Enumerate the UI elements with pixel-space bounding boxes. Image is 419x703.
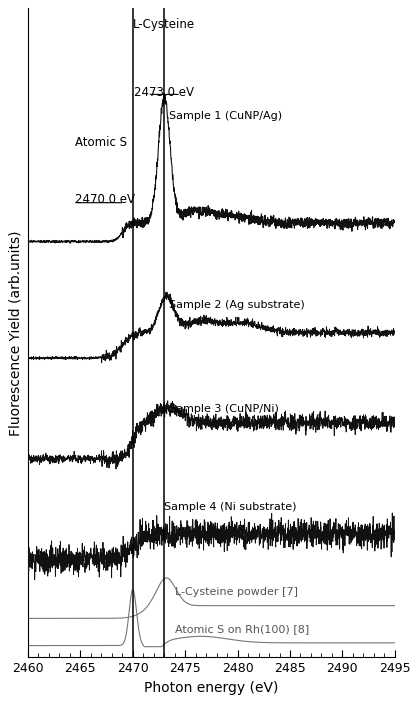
Text: Atomic S: Atomic S bbox=[75, 136, 127, 149]
Text: Sample 3 (CuNP/Ni): Sample 3 (CuNP/Ni) bbox=[169, 404, 279, 414]
Text: Sample 4 (Ni substrate): Sample 4 (Ni substrate) bbox=[164, 502, 297, 512]
Y-axis label: Fluorescence Yield (arb.units): Fluorescence Yield (arb.units) bbox=[8, 230, 22, 436]
Text: 2473.0 eV: 2473.0 eV bbox=[134, 86, 194, 99]
Text: L-Cysteine: L-Cysteine bbox=[133, 18, 195, 31]
X-axis label: Photon energy (eV): Photon energy (eV) bbox=[144, 681, 279, 695]
Text: Sample 2 (Ag substrate): Sample 2 (Ag substrate) bbox=[169, 300, 305, 310]
Text: 2470.0 eV: 2470.0 eV bbox=[75, 193, 135, 206]
Text: Sample 1 (CuNP/Ag): Sample 1 (CuNP/Ag) bbox=[169, 111, 282, 121]
Text: Atomic S on Rh(100) [8]: Atomic S on Rh(100) [8] bbox=[175, 624, 309, 634]
Text: L-Cysteine powder [7]: L-Cysteine powder [7] bbox=[175, 586, 297, 597]
